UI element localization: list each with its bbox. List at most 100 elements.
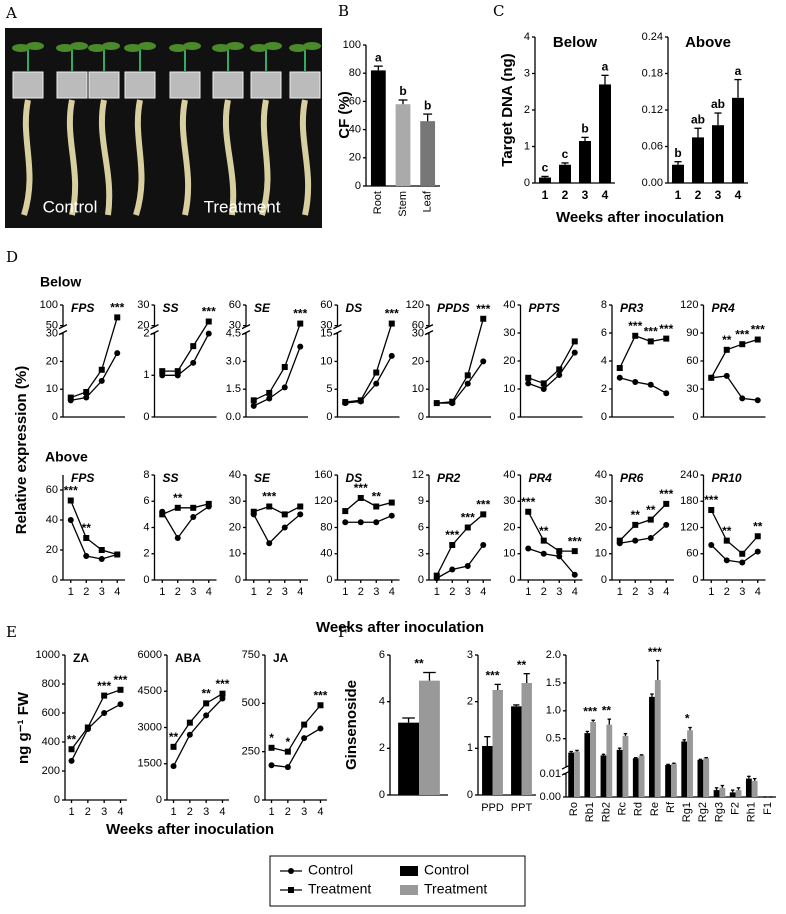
y-tick-label: 4 bbox=[601, 355, 607, 367]
y-tick-label: 30 bbox=[137, 299, 149, 311]
marker bbox=[556, 553, 563, 560]
bar bbox=[574, 751, 580, 797]
x-tick-label: Stem bbox=[397, 191, 409, 217]
marker bbox=[84, 724, 91, 731]
marker bbox=[739, 341, 746, 348]
marker bbox=[190, 359, 197, 366]
marker bbox=[480, 358, 487, 365]
bar bbox=[732, 97, 744, 183]
x-tick-label: 4 bbox=[114, 586, 120, 598]
annotation: ** bbox=[722, 333, 732, 347]
y-tick-label: 2 bbox=[601, 383, 607, 395]
annotation: *** bbox=[644, 325, 658, 339]
y-tick-label: 60 bbox=[229, 299, 241, 311]
x-tick-label: 1 bbox=[170, 806, 176, 818]
annotation: *** bbox=[704, 493, 718, 507]
x-tick-label: 3 bbox=[739, 586, 745, 598]
y-tick-label: 3.0 bbox=[226, 355, 241, 367]
y-tick-label: 1 bbox=[467, 742, 473, 754]
y-tick-label: 3000 bbox=[138, 721, 162, 733]
annotation: *** bbox=[485, 669, 499, 683]
leaf bbox=[250, 44, 268, 52]
marker bbox=[250, 402, 257, 409]
chart-title: SE bbox=[254, 301, 271, 315]
bar bbox=[692, 137, 704, 183]
y-tick-label: 3 bbox=[418, 548, 424, 560]
marker bbox=[708, 542, 715, 548]
annotation: a bbox=[602, 59, 609, 73]
y-tick-label: 0.06 bbox=[642, 140, 663, 152]
marker bbox=[114, 314, 121, 321]
root bbox=[299, 99, 312, 216]
marker bbox=[723, 372, 730, 379]
line bbox=[253, 323, 301, 401]
marker bbox=[117, 701, 124, 708]
marker bbox=[616, 365, 623, 371]
y-tick-label: 15 bbox=[320, 328, 332, 340]
x-tick-label: 1 bbox=[342, 586, 348, 598]
y-tick-label: 3 bbox=[467, 649, 473, 661]
y-tick-label: 6000 bbox=[138, 649, 162, 661]
annotation: *** bbox=[648, 645, 662, 659]
marker bbox=[101, 692, 108, 699]
marker bbox=[219, 695, 226, 702]
marker bbox=[170, 763, 177, 770]
bar bbox=[539, 177, 551, 183]
legend-box bbox=[269, 855, 526, 907]
line bbox=[71, 689, 121, 750]
bar bbox=[482, 746, 493, 795]
marker bbox=[268, 744, 275, 751]
chart-title: SS bbox=[163, 471, 179, 485]
panel-label: A bbox=[5, 4, 17, 22]
y-tick-label: 0.0 bbox=[226, 411, 241, 423]
leaf bbox=[289, 44, 307, 52]
y-tick-label: 50 bbox=[46, 320, 58, 332]
chart-title: PR2 bbox=[437, 471, 461, 485]
marker bbox=[266, 540, 273, 547]
y-tick-label: 10 bbox=[320, 355, 332, 367]
y-tick-label: 1 bbox=[524, 140, 530, 152]
annotation: ab bbox=[691, 112, 705, 126]
y-tick-label: 2 bbox=[524, 104, 530, 116]
y-tick-label: 8 bbox=[143, 469, 149, 481]
marker bbox=[373, 380, 380, 387]
marker bbox=[317, 725, 324, 732]
line bbox=[619, 503, 667, 542]
y-tick-label: 0 bbox=[52, 574, 58, 586]
y-tick-label: 10 bbox=[229, 548, 241, 560]
marker bbox=[540, 386, 547, 392]
line bbox=[271, 704, 321, 753]
annotation: ** bbox=[372, 490, 382, 504]
x-tick-label: 2 bbox=[541, 586, 547, 598]
y-tick-label: 30 bbox=[320, 320, 332, 332]
x-tick-label: 4 bbox=[572, 586, 578, 598]
line bbox=[345, 515, 393, 523]
axis-break bbox=[58, 324, 68, 330]
marker bbox=[266, 503, 273, 510]
marker bbox=[297, 511, 304, 518]
leaf bbox=[303, 42, 321, 50]
y-tick-label: 60 bbox=[46, 484, 58, 496]
bar bbox=[729, 792, 736, 797]
marker bbox=[663, 521, 670, 528]
annotation: *** bbox=[476, 302, 490, 316]
y-tick-label: 800 bbox=[42, 678, 60, 690]
chart-title: DS bbox=[346, 471, 363, 485]
chart-title: Above bbox=[685, 34, 731, 51]
y-tick-label: 2 bbox=[143, 548, 149, 560]
x-tick-label: 2 bbox=[266, 586, 272, 598]
annotation: *** bbox=[461, 511, 475, 525]
y-tick-label: 40 bbox=[503, 469, 515, 481]
marker bbox=[186, 731, 193, 738]
bar bbox=[751, 780, 758, 797]
annotation: b bbox=[674, 146, 681, 160]
marker bbox=[67, 497, 74, 504]
chart-title: PR4 bbox=[529, 471, 553, 485]
x-tick-label: Rg3 bbox=[713, 802, 725, 822]
y-tick-label: 100 bbox=[343, 39, 361, 51]
bar bbox=[395, 104, 411, 186]
y-tick-label: 500 bbox=[242, 697, 260, 709]
bar bbox=[370, 70, 386, 186]
y-tick-label: 0 bbox=[418, 411, 424, 423]
annotation: *** bbox=[354, 481, 368, 495]
